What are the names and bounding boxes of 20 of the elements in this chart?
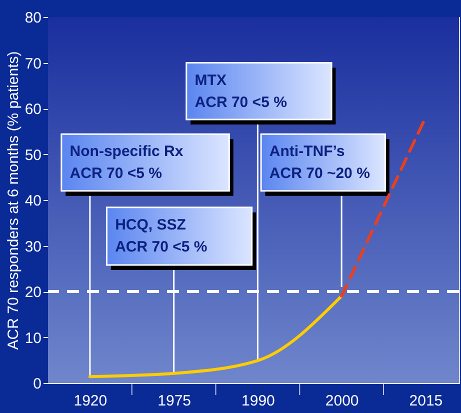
y-tick-label: 20	[24, 284, 42, 301]
y-tick-label: 50	[24, 146, 42, 164]
y-axis-title: ACR 70 responders at 6 months (% patients)	[4, 51, 22, 350]
y-tick-label: 10	[24, 330, 42, 347]
annotation: HCQ, SSZ ACR 70 <5 %	[115, 216, 208, 256]
y-tick-label: 80	[24, 10, 42, 26]
y-tick-label: 70	[24, 55, 42, 72]
line-series	[88, 294, 344, 378]
y-tick-label: 0	[33, 376, 42, 392]
y-tick-label: 60	[24, 101, 42, 118]
x-tick-label: 2015	[409, 392, 443, 410]
x-tick-label: 1920	[74, 392, 108, 410]
annotation: MTX ACR 70 <5 %	[194, 72, 287, 111]
x-tick-label: 1975	[158, 392, 192, 410]
y-tick-label: 40	[24, 192, 42, 210]
annotation: Non-specific Rx ACR 70 <5 %	[70, 143, 184, 182]
x-tick-label: 1990	[242, 392, 275, 410]
x-tick-label: 2000	[325, 392, 359, 410]
y-tick-label: 30	[24, 238, 42, 256]
annotation: Anti-TNF’s ACR 70 ~20 %	[269, 143, 370, 182]
